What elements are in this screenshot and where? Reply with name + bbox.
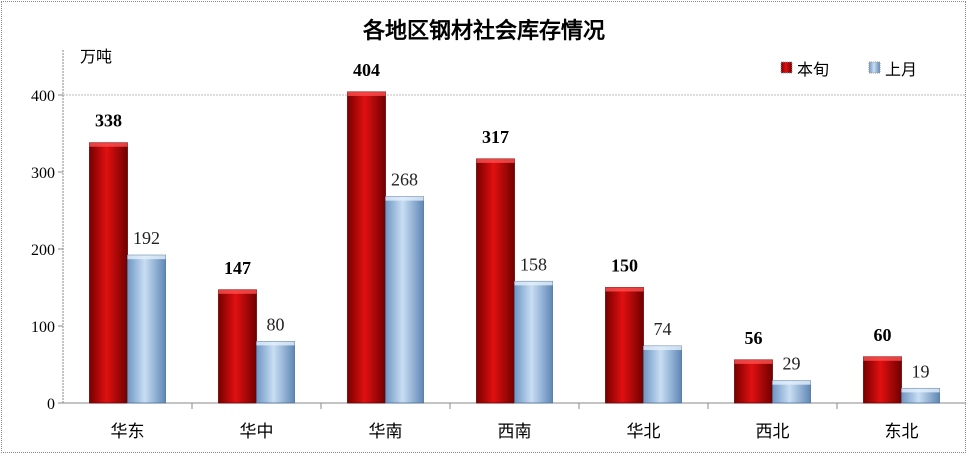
legend: 本旬 上月	[780, 60, 917, 79]
bar-current	[863, 356, 902, 404]
bar-last-month	[514, 280, 553, 404]
x-tick-label: 华中	[240, 422, 274, 442]
bar-last-month	[127, 254, 166, 404]
bar-last-month	[385, 196, 424, 404]
bar-highlight	[734, 359, 773, 364]
bar-highlight	[863, 356, 902, 361]
bar-highlight	[901, 388, 940, 393]
data-label: 338	[95, 111, 122, 131]
data-label: 150	[611, 256, 638, 276]
bar-current	[347, 91, 386, 404]
data-label: 268	[391, 170, 418, 190]
legend-label-0: 本旬	[797, 60, 829, 79]
data-label: 192	[133, 228, 160, 248]
y-tick-label: 300	[31, 165, 55, 182]
data-label: 80	[267, 314, 285, 334]
x-tick-label: 华南	[369, 422, 403, 442]
bar-highlight	[347, 91, 386, 96]
bar-highlight	[476, 158, 515, 163]
bar-last-month	[256, 340, 295, 404]
y-tick-label: 100	[31, 319, 55, 336]
bar-highlight	[514, 281, 553, 286]
chart-title: 各地区钢材社会库存情况	[362, 18, 605, 44]
bar-highlight	[605, 287, 644, 292]
data-label: 60	[874, 325, 892, 345]
bar-last-month	[643, 345, 682, 404]
legend-label-1: 上月	[885, 60, 917, 79]
bar-highlight	[772, 380, 811, 385]
bar-highlight	[643, 346, 682, 351]
bar-current	[734, 359, 773, 404]
bar-highlight	[127, 255, 166, 260]
data-label: 19	[912, 361, 930, 381]
data-label: 56	[745, 328, 763, 348]
y-tick-label: 200	[31, 242, 55, 259]
bar-current	[605, 287, 644, 404]
y-tick-label: 400	[31, 88, 55, 105]
y-tick-label: 0	[47, 396, 55, 413]
legend-swatch-0	[780, 61, 793, 74]
data-label: 158	[520, 254, 547, 274]
x-tick-label: 西北	[756, 422, 790, 442]
bar-current	[476, 158, 515, 404]
legend-swatch-1	[868, 61, 881, 74]
data-label: 29	[783, 354, 801, 374]
data-label: 404	[353, 60, 380, 80]
data-label: 74	[654, 319, 672, 339]
x-tick-label: 华北	[627, 422, 661, 442]
bar-current	[89, 142, 128, 404]
x-tick-label: 华东	[111, 422, 145, 442]
data-label: 147	[224, 258, 251, 278]
x-tick-label: 西南	[498, 422, 532, 442]
x-tick-label: 东北	[885, 422, 919, 442]
y-axis-label: 万吨	[80, 47, 112, 66]
bar-highlight	[218, 289, 257, 294]
bar-highlight	[256, 341, 295, 346]
bar-highlight	[89, 142, 128, 147]
bar-current	[218, 289, 257, 404]
data-label: 317	[482, 127, 509, 147]
bar-highlight	[385, 196, 424, 201]
